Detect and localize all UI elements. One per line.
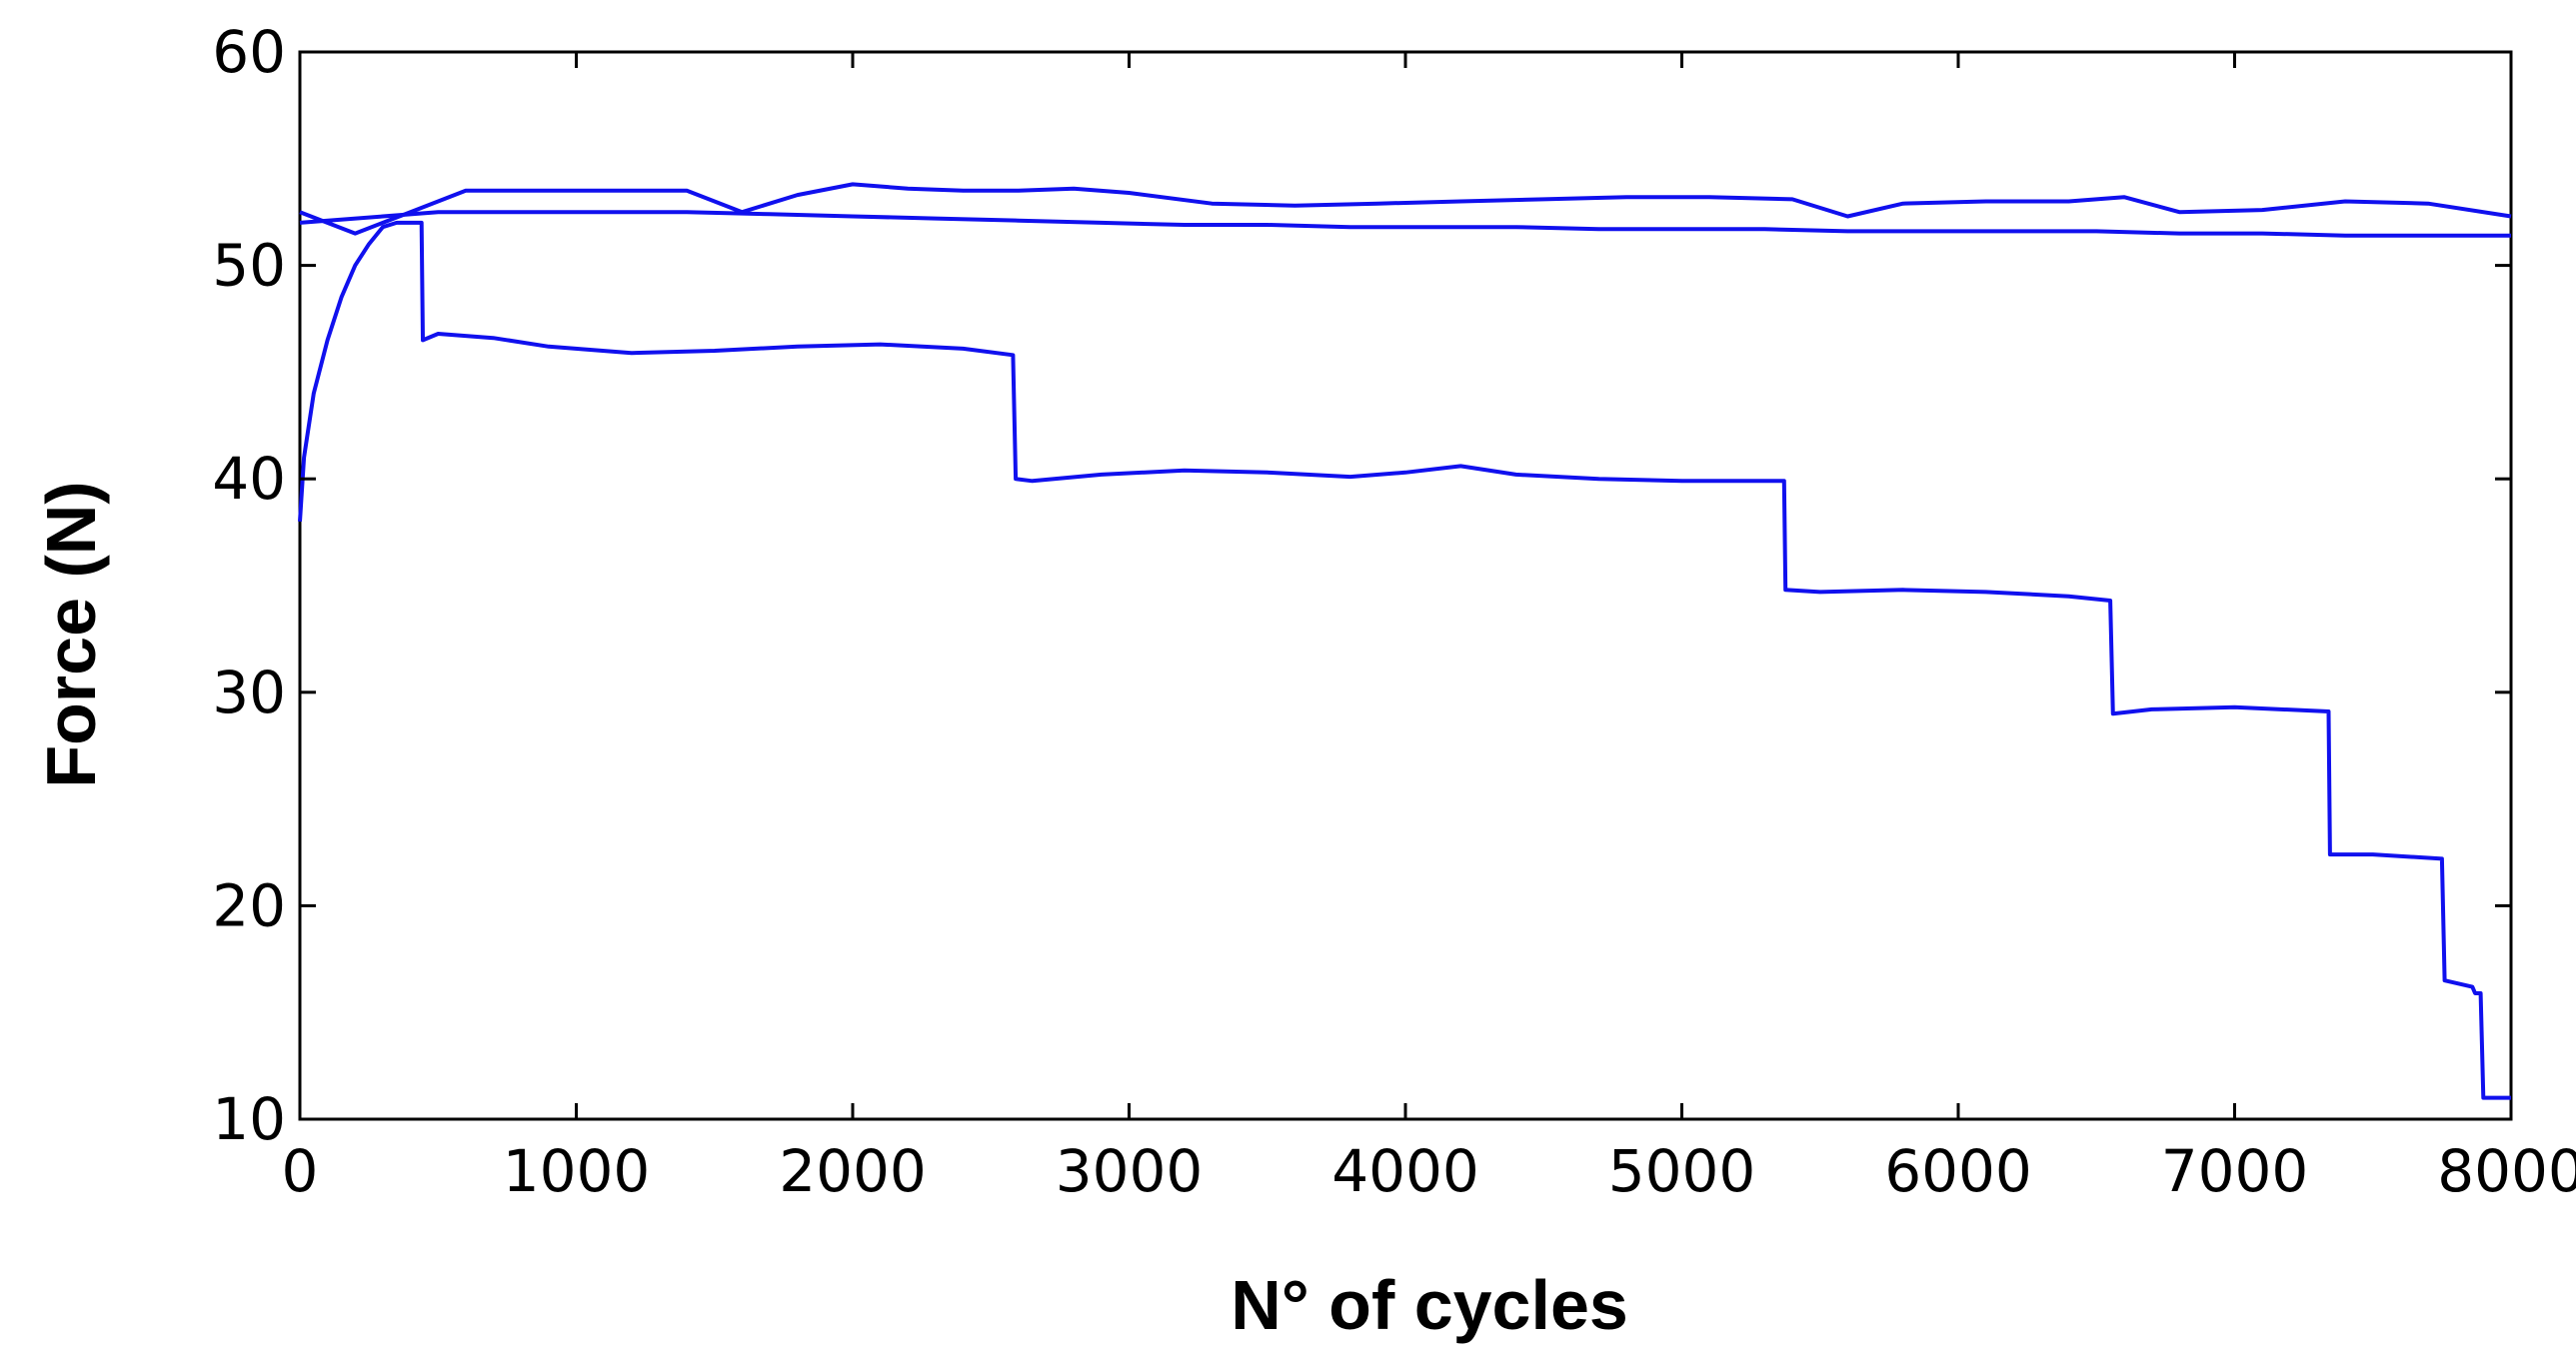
y-tick-label: 50: [212, 232, 286, 300]
x-tick-label: 0: [282, 1137, 319, 1205]
y-tick-label: 20: [212, 871, 286, 939]
x-tick-label: 4000: [1331, 1137, 1479, 1205]
x-tick-label: 3000: [1056, 1137, 1204, 1205]
y-tick-label: 40: [212, 445, 286, 513]
y-axis-title: Force (N): [32, 481, 110, 787]
x-tick-label: 8000: [2437, 1137, 2576, 1205]
x-tick-label: 1000: [503, 1137, 651, 1205]
series-line-3: [298, 220, 2511, 1100]
x-tick-label: 2000: [779, 1137, 927, 1205]
y-tick-label: 10: [212, 1085, 286, 1153]
y-tick-label: 30: [212, 659, 286, 726]
x-tick-label: 7000: [2161, 1137, 2309, 1205]
series-layer: [298, 182, 2512, 1100]
x-axis-title: N° of cycles: [1231, 1266, 1628, 1344]
series-line-1: [299, 210, 2511, 238]
plot-frame: [298, 50, 2513, 1121]
ticks-layer: 0 1000 2000 3000 4000 5000 6000 7000 8000 10 20 30 4…: [212, 18, 2576, 1205]
x-tick-label: 6000: [1884, 1137, 2032, 1205]
plot-area: [298, 50, 2513, 1121]
x-tick-label: 5000: [1608, 1137, 1756, 1205]
series-line-2: [299, 182, 2512, 236]
y-tick-label: 60: [212, 18, 286, 86]
